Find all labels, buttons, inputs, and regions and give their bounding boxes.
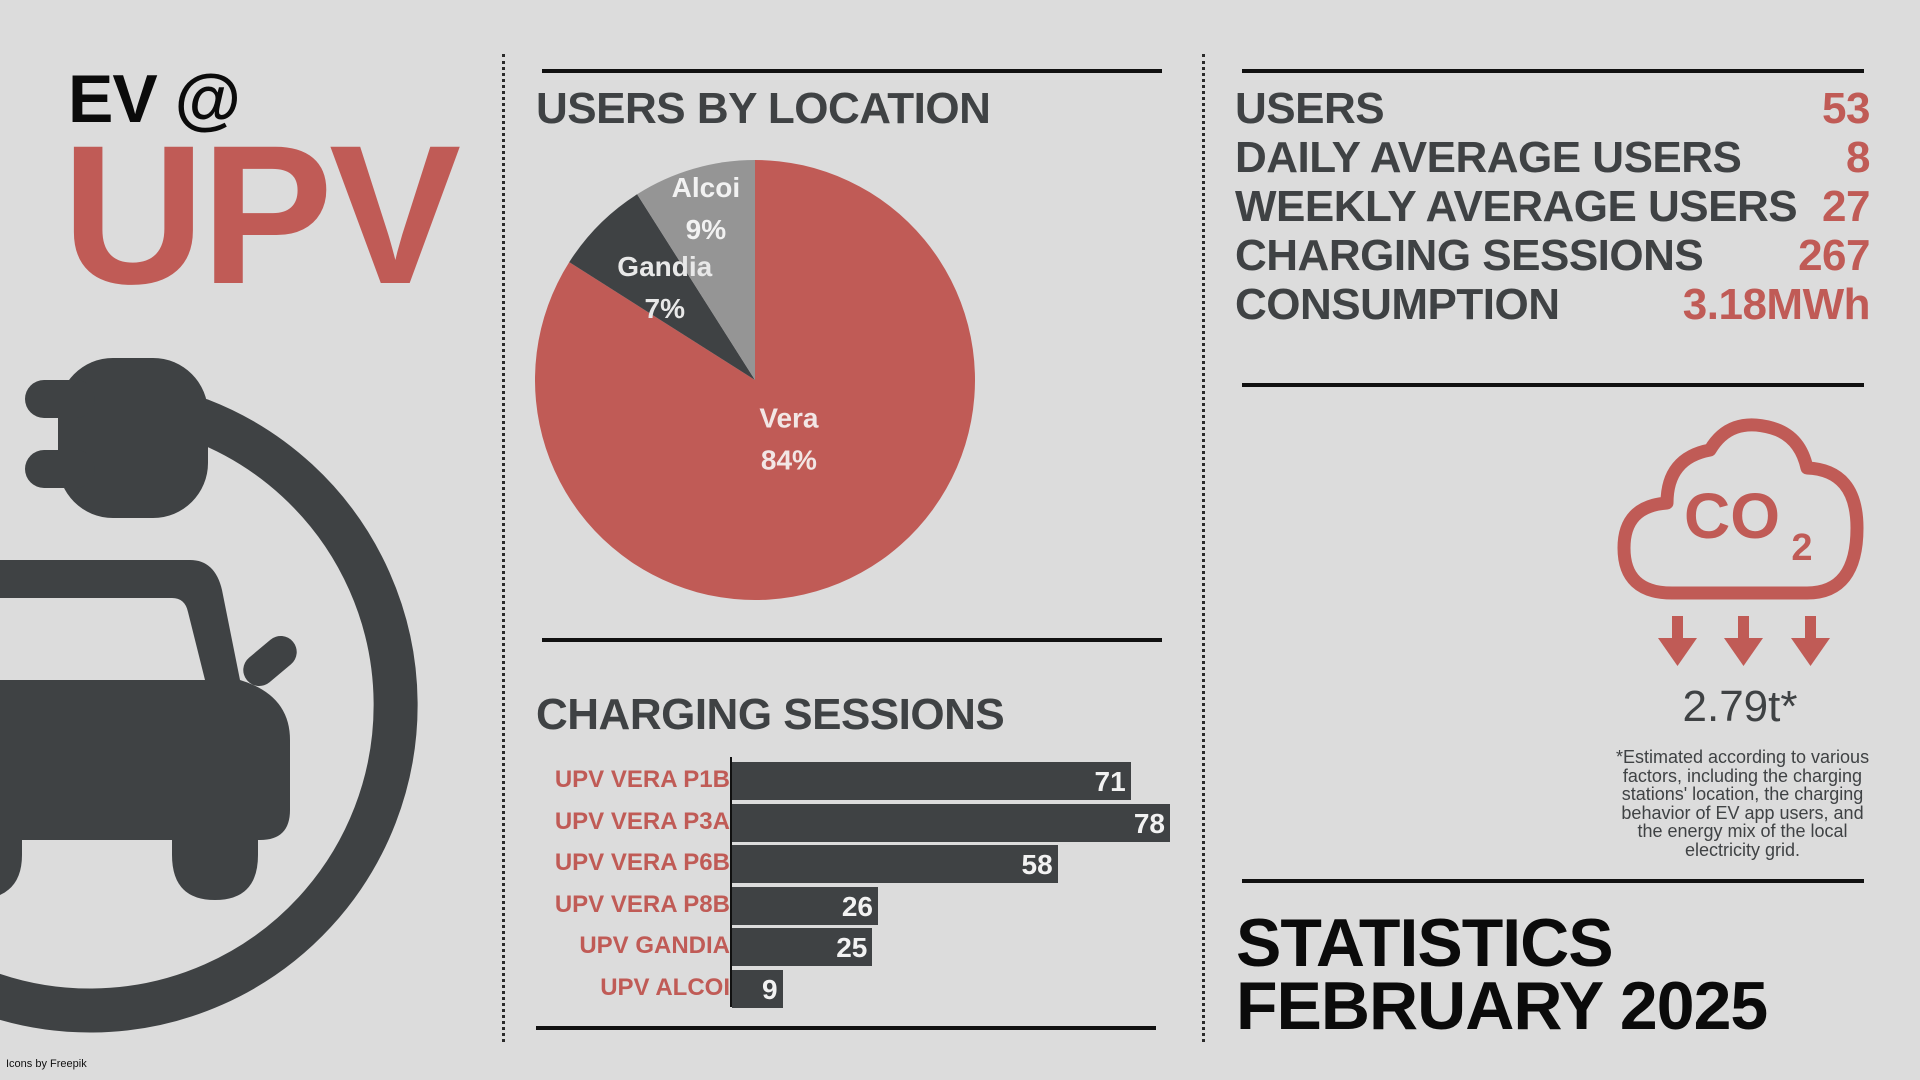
bar-row: UPV VERA P3A 78: [520, 803, 1180, 843]
bar: 71: [732, 762, 1131, 800]
bar-axis: [730, 757, 732, 1007]
bar-value-label: 26: [841, 890, 873, 922]
bar-chart-title: CHARGING SESSIONS: [536, 690, 1005, 739]
bar-category-label: UPV GANDIA: [579, 932, 730, 959]
bar-bottom-rule: [536, 1026, 1156, 1030]
bar: 9: [732, 969, 783, 1008]
statistics-period-title: STATISTICS FEBRUARY 2025: [1236, 905, 1768, 1044]
stat-label: DAILY AVERAGE USERS: [1235, 133, 1742, 182]
pie-slices: [535, 160, 975, 600]
stat-value: 3.18MWh: [1682, 280, 1871, 329]
stat-label: WEEKLY AVERAGE USERS: [1235, 182, 1798, 231]
pie-label-name: Vera: [759, 403, 819, 434]
bar-row: UPV VERA P1B 71: [520, 761, 1180, 801]
statistics-title-line1: STATISTICS: [1236, 905, 1614, 981]
bar-row: UPV VERA P8B 26: [520, 886, 1180, 926]
bar-category-label: UPV VERA P1B: [554, 766, 730, 793]
bar-value-label: 9: [761, 973, 778, 1005]
co2-cloud-icon: CO 2: [1617, 418, 1864, 666]
stat-row-weekly-average-users: WEEKLY AVERAGE USERS 27: [1235, 182, 1870, 231]
bar-row: UPV VERA P6B 58: [520, 844, 1180, 884]
stats-bottom-rule: [1242, 879, 1864, 883]
bar: 26: [732, 886, 878, 925]
pie-slice-alcoi: [637, 160, 755, 380]
ev-at-heading: EV @: [68, 61, 241, 137]
pie-label-percent: 84%: [761, 445, 817, 476]
bar-category-label: UPV VERA P8B: [554, 890, 730, 918]
bar: 58: [732, 845, 1058, 883]
co2-footnote: *Estimated according to various factors,…: [1615, 747, 1870, 860]
stat-label: CHARGING SESSIONS: [1235, 231, 1704, 280]
bar-category-label: UPV VERA P6B: [554, 849, 730, 876]
column-divider-right: [1202, 54, 1205, 1042]
svg-text:2: 2: [1791, 527, 1812, 569]
stats-middle-rule: [1242, 383, 1864, 387]
stats-top-rule: [1242, 69, 1864, 73]
stat-label: CONSUMPTION: [1235, 280, 1560, 329]
pie-labels: Vera 84% Gandia 7% Alcoi 9%: [617, 172, 819, 476]
bar-category-label: UPV ALCOI: [600, 973, 730, 1001]
bar-category-label: UPV VERA P3A: [554, 807, 730, 835]
bar-value-label: 25: [836, 932, 868, 963]
stat-row-daily-average-users: DAILY AVERAGE USERS 8: [1235, 133, 1870, 182]
stat-value: 267: [1798, 231, 1870, 280]
bar: 25: [732, 928, 873, 966]
icon-credit: Icons by Freepik: [6, 1058, 87, 1070]
stat-row-charging-sessions: CHARGING SESSIONS 267: [1235, 231, 1870, 280]
stat-label: USERS: [1235, 84, 1385, 133]
column-divider-left: [502, 54, 505, 1042]
bar: 78: [732, 803, 1170, 842]
bar-row: UPV ALCOI 9: [520, 969, 1180, 1009]
statistics-title-line2: FEBRUARY 2025: [1236, 967, 1768, 1044]
brand-title: UPV: [62, 104, 461, 325]
pie-bottom-rule: [542, 638, 1162, 642]
stat-row-users: USERS 53: [1235, 84, 1870, 133]
bar-value-label: 71: [1094, 766, 1126, 797]
ev-charging-car-icon: [0, 358, 418, 1033]
charging-sessions-bar-chart: UPV VERA P1B 71 UPV VERA P3A 78 UPV VERA P6B…: [520, 755, 1180, 1010]
pie-slice-gandia: [569, 194, 755, 380]
stat-value: 8: [1846, 133, 1870, 182]
bar-value-label: 78: [1133, 807, 1165, 839]
pie-chart-title: USERS BY LOCATION: [536, 84, 991, 133]
stat-value: 27: [1822, 182, 1870, 231]
pie-label-name: Alcoi: [672, 172, 740, 203]
co2-value: 2.79t*: [1682, 682, 1798, 731]
pie-label-percent: 7%: [645, 293, 686, 324]
pie-label-name: Gandia: [617, 251, 712, 282]
pie-top-rule: [542, 69, 1162, 73]
pie-label-percent: 9%: [686, 214, 727, 245]
users-by-location-pie: Vera 84% Gandia 7% Alcoi 9%: [535, 160, 975, 600]
bar-value-label: 58: [1021, 849, 1053, 880]
bar-row: UPV GANDIA 25: [520, 927, 1180, 967]
stat-value: 53: [1822, 84, 1870, 133]
stat-row-consumption: CONSUMPTION 3.18MWh: [1235, 280, 1871, 329]
svg-text:CO: CO: [1684, 480, 1780, 552]
